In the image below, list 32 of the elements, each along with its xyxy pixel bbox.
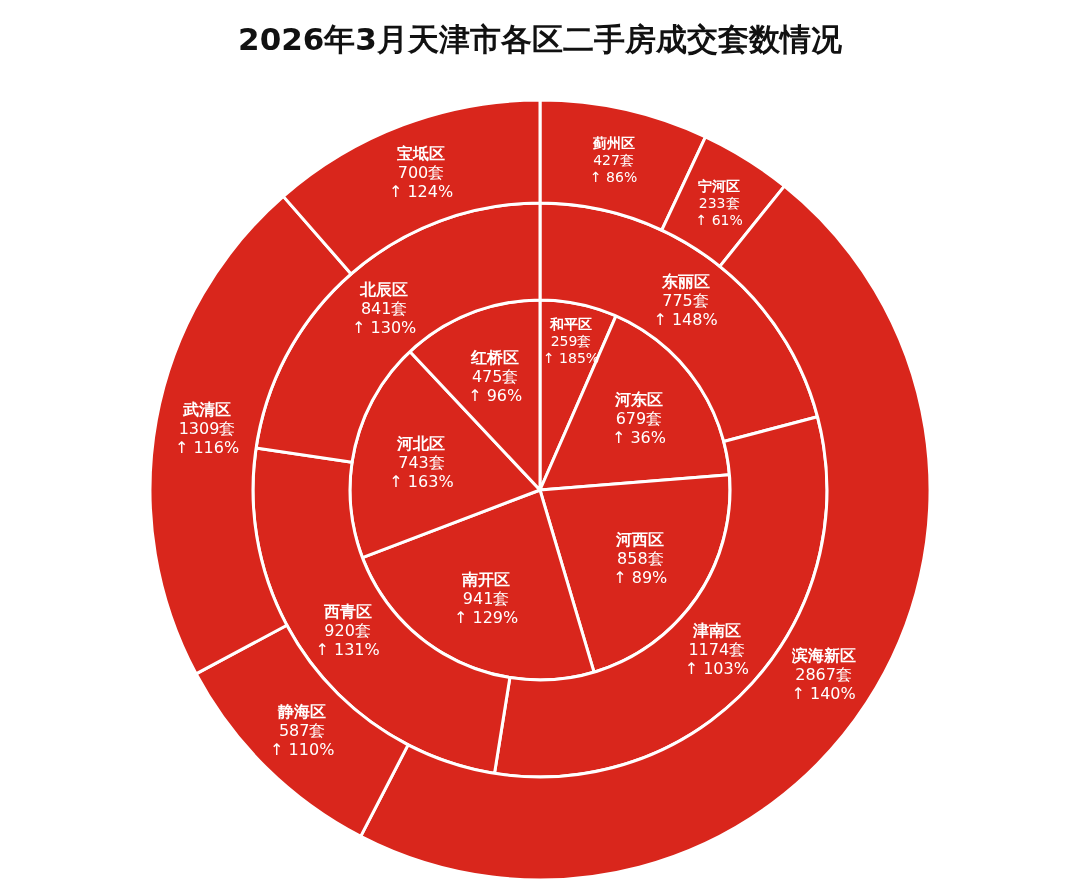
slice-label: 北辰区 <box>359 280 409 300</box>
data-label: 587套 ↑ 110% <box>270 720 335 759</box>
slice-label: 河东区 <box>613 390 663 410</box>
data-label: 1174套 ↑ 103% <box>684 640 749 679</box>
slice-label: 西青区 <box>322 602 372 621</box>
slice-label: 河北区 <box>396 433 446 453</box>
data-label: 1309套 ↑ 116% <box>174 419 240 458</box>
slice-label: 红桥区 <box>470 347 520 367</box>
slice-label: 静海区 <box>277 701 327 721</box>
chart-title: 2026年3月天津市各区二手房成交套数情况 <box>238 21 843 57</box>
slice-label: 宝坻区 <box>397 144 446 164</box>
slice-label: 南开区 <box>461 570 511 590</box>
data-label: 920套 ↑ 131% <box>315 621 380 659</box>
slice-label: 河西区 <box>615 529 665 549</box>
slice-label: 滨海新区 <box>790 645 856 665</box>
data-label: 775套 ↑ 148% <box>653 291 718 330</box>
slice-label: 津南区 <box>691 621 741 641</box>
data-label: 858套 ↑ 89% <box>613 548 668 587</box>
slice-label: 东丽区 <box>660 272 710 292</box>
slice-label: 蓟州区 <box>591 134 635 151</box>
data-label: 841套 ↑ 130% <box>352 299 417 338</box>
data-label: 700套 ↑ 124% <box>388 163 454 202</box>
data-label: 233套 ↑ 61% <box>695 194 743 228</box>
data-label: 427套 ↑ 86% <box>589 151 638 185</box>
data-label: 941套 ↑ 129% <box>453 589 519 628</box>
slice-label: 宁河区 <box>698 177 741 194</box>
slice-label: 和平区 <box>549 316 593 333</box>
slice-label: 武清区 <box>182 400 232 420</box>
data-label: 475套 ↑ 96% <box>468 366 523 405</box>
data-label: 2867套 ↑ 140% <box>791 664 856 703</box>
data-label: 743套 ↑ 163% <box>389 452 454 491</box>
data-label: 679套 ↑ 36% <box>611 409 666 448</box>
